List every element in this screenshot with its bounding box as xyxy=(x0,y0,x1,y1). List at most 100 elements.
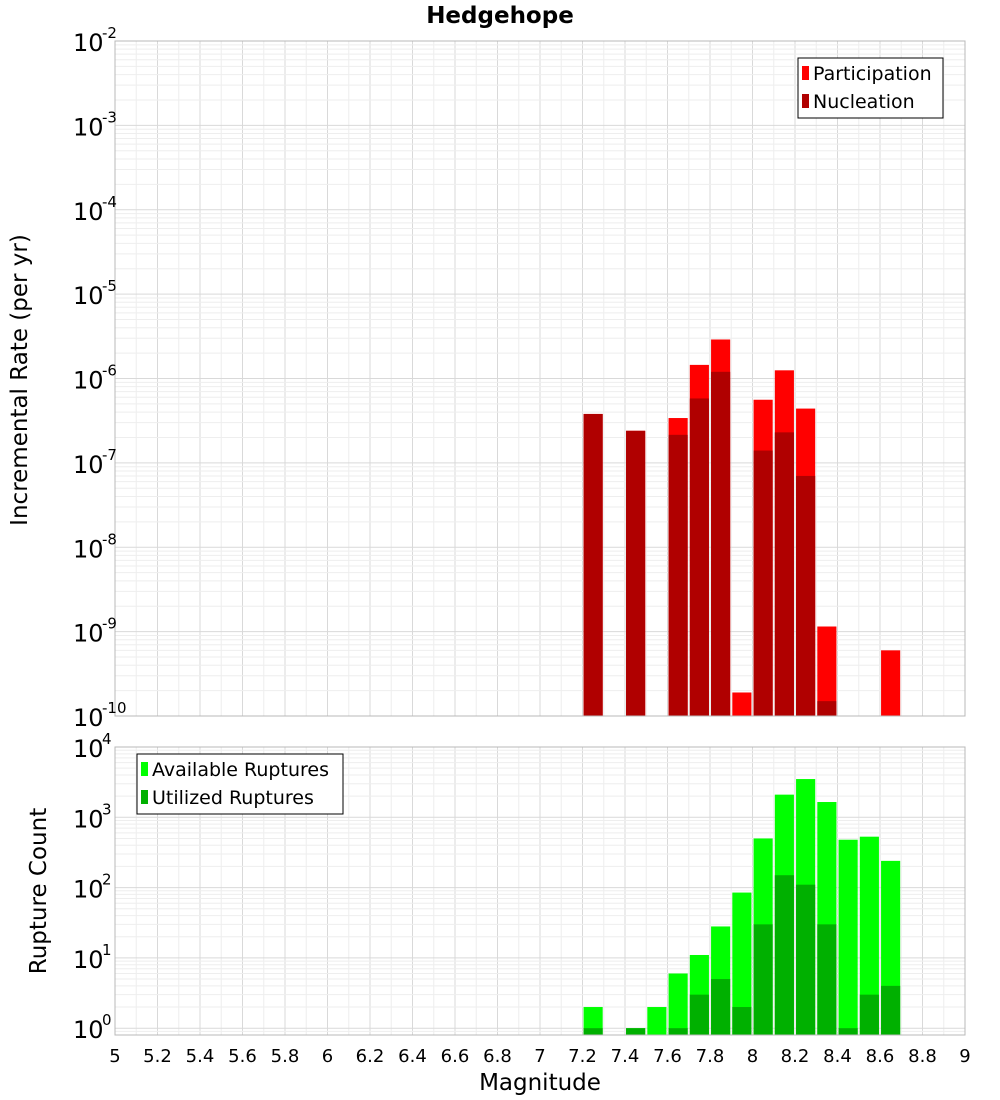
y-tick-label: 10-9 xyxy=(73,615,117,648)
bar-utilized-ruptures xyxy=(689,994,709,1035)
x-tick-label: 5 xyxy=(109,1046,120,1067)
svg-text:10: 10 xyxy=(73,451,104,479)
rate-bars xyxy=(583,339,901,716)
bar-nucleation xyxy=(796,475,816,716)
x-tick-label: 8.2 xyxy=(781,1046,810,1067)
bar-nucleation xyxy=(583,413,603,716)
y-tick-label: 103 xyxy=(73,800,112,833)
bar-utilized-ruptures xyxy=(774,875,794,1035)
svg-text:10: 10 xyxy=(73,367,104,395)
bar-available-ruptures xyxy=(838,839,858,1035)
svg-text:10: 10 xyxy=(73,198,104,226)
count-legend: Available Ruptures Utilized Ruptures xyxy=(136,753,344,815)
y-tick-label: 10-8 xyxy=(73,530,117,563)
x-tick-label: 5.8 xyxy=(271,1046,300,1067)
svg-text:-6: -6 xyxy=(102,362,117,380)
svg-text:-4: -4 xyxy=(102,193,117,211)
svg-text:10: 10 xyxy=(73,805,104,833)
bar-utilized-ruptures xyxy=(711,979,731,1035)
svg-text:10: 10 xyxy=(73,876,104,904)
svg-text:-5: -5 xyxy=(102,277,117,295)
y-tick-label: 102 xyxy=(73,871,112,904)
x-tick-label: 9 xyxy=(959,1046,970,1067)
bar-nucleation xyxy=(689,398,709,716)
bar-utilized-ruptures xyxy=(753,924,773,1035)
legend-swatch xyxy=(141,762,148,776)
legend-box xyxy=(136,753,344,815)
x-tick-label: 5.2 xyxy=(143,1046,172,1067)
bar-available-ruptures xyxy=(647,1007,667,1035)
bar-available-ruptures xyxy=(583,1007,603,1035)
x-tick-label: 6.6 xyxy=(441,1046,470,1067)
x-tick-label: 6.8 xyxy=(483,1046,512,1067)
svg-text:10: 10 xyxy=(73,735,104,763)
x-tick-label: 6.4 xyxy=(398,1046,427,1067)
x-tick-label: 8 xyxy=(747,1046,758,1067)
y-tick-label: 100 xyxy=(73,1011,112,1044)
y-tick-label: 10-7 xyxy=(73,446,117,479)
bar-utilized-ruptures xyxy=(796,884,816,1035)
svg-text:0: 0 xyxy=(102,1011,112,1029)
svg-text:10: 10 xyxy=(73,29,104,57)
bar-utilized-ruptures xyxy=(583,1028,603,1035)
svg-text:-10: -10 xyxy=(102,699,127,717)
x-tick-label: 7.8 xyxy=(696,1046,725,1067)
magnitude-x-axis-label: Magnitude xyxy=(479,1070,601,1096)
x-tick-label: 6.2 xyxy=(356,1046,385,1067)
x-tick-label: 8.4 xyxy=(823,1046,852,1067)
x-tick-label: 7.4 xyxy=(611,1046,640,1067)
count-y-axis-label: Rupture Count xyxy=(26,808,52,974)
x-tick-label: 5.4 xyxy=(186,1046,215,1067)
rate-y-axis-label: Incremental Rate (per yr) xyxy=(7,234,33,526)
bar-nucleation xyxy=(711,371,731,716)
bar-utilized-ruptures xyxy=(668,1028,688,1035)
y-tick-label: 10-6 xyxy=(73,362,117,395)
chart-title: Hedgehope xyxy=(426,3,574,29)
legend-entry: Available Ruptures xyxy=(152,759,329,781)
svg-text:-3: -3 xyxy=(102,108,117,126)
y-tick-label: 10-2 xyxy=(73,24,117,57)
magnitude-x-tick-labels: 5 5.2 5.4 5.6 5.8 6 6.2 6.4 6.6 6.8 7 7.2 7.4 7.6 7.8 8… xyxy=(109,1046,970,1067)
y-tick-label: 10-5 xyxy=(73,277,117,310)
x-tick-label: 7.2 xyxy=(568,1046,597,1067)
svg-text:2: 2 xyxy=(102,871,112,889)
svg-text:10: 10 xyxy=(73,946,104,974)
legend-entry: Utilized Ruptures xyxy=(152,787,314,809)
svg-text:10: 10 xyxy=(73,1016,104,1044)
legend-entry: Nucleation xyxy=(813,91,915,113)
svg-text:-8: -8 xyxy=(102,530,117,548)
bar-utilized-ruptures xyxy=(817,924,837,1035)
bar-nucleation xyxy=(668,434,688,716)
x-tick-label: 6 xyxy=(322,1046,333,1067)
legend-swatch xyxy=(802,94,809,108)
y-tick-label: 10-3 xyxy=(73,108,117,141)
y-tick-label: 10-10 xyxy=(73,699,127,732)
rate-grid xyxy=(114,41,966,717)
bar-available-ruptures xyxy=(859,836,879,1035)
bar-available-ruptures xyxy=(732,892,752,1035)
bar-utilized-ruptures xyxy=(838,1028,858,1035)
legend-entry: Participation xyxy=(813,63,932,85)
legend-swatch xyxy=(802,66,809,80)
svg-text:10: 10 xyxy=(73,282,104,310)
bar-utilized-ruptures xyxy=(859,994,879,1035)
bar-nucleation xyxy=(753,450,773,716)
x-tick-label: 8.8 xyxy=(908,1046,937,1067)
svg-text:3: 3 xyxy=(102,800,112,818)
svg-text:10: 10 xyxy=(73,535,104,563)
count-bars xyxy=(583,779,901,1035)
svg-text:1: 1 xyxy=(102,941,112,959)
svg-text:-9: -9 xyxy=(102,615,117,633)
bar-participation xyxy=(881,650,901,716)
x-tick-label: 8.6 xyxy=(866,1046,895,1067)
svg-text:10: 10 xyxy=(73,620,104,648)
bar-available-ruptures xyxy=(668,973,688,1035)
bar-utilized-ruptures xyxy=(732,1007,752,1035)
legend-swatch xyxy=(141,790,148,804)
x-tick-label: 7 xyxy=(534,1046,545,1067)
